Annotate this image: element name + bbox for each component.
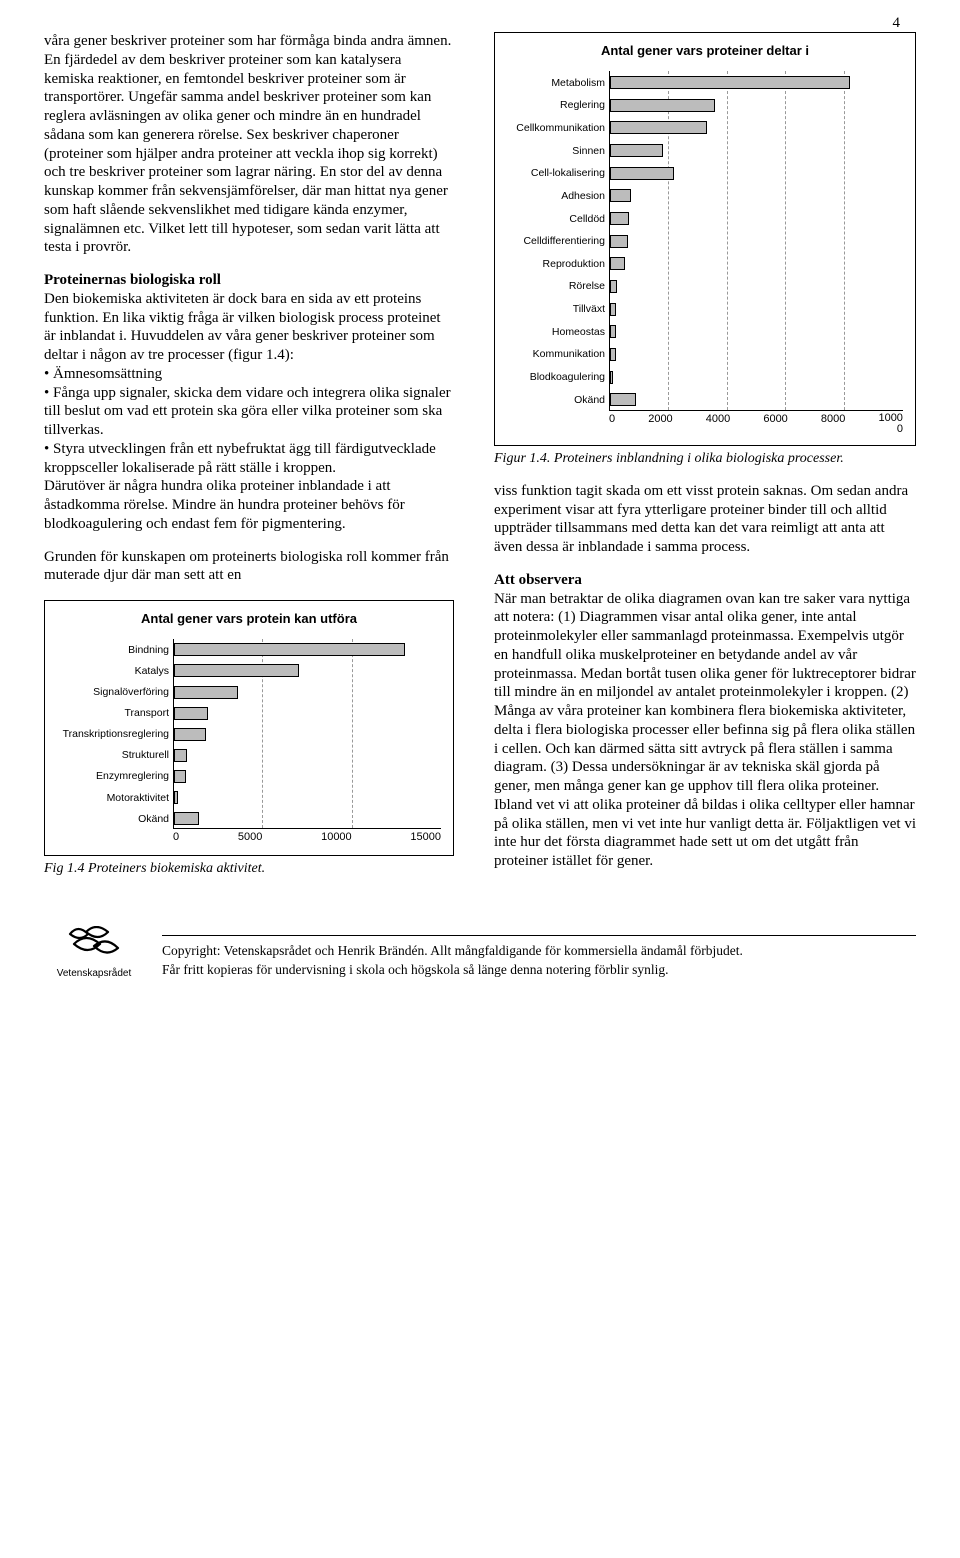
chart-biochem-activity: Antal gener vars protein kan utföra Bind…	[44, 600, 454, 856]
chart-bar	[610, 280, 617, 293]
body-paragraph: När man betraktar de olika diagramen ova…	[494, 590, 916, 871]
chart-category-label: Cell-lokalisering	[507, 163, 605, 183]
chart-category-label: Reproduktion	[507, 254, 605, 274]
chart-category-label: Metabolism	[507, 73, 605, 93]
chart-category-label: Sinnen	[507, 141, 605, 161]
chart-bar	[610, 303, 616, 316]
chart-category-label: Okänd	[507, 390, 605, 410]
bullet-item: Styra utvecklingen från ett nybefruktat …	[44, 440, 454, 478]
chart-category-label: Cellkommunikation	[507, 118, 605, 138]
chart-bar	[610, 76, 850, 89]
body-paragraph: Grunden för kunskapen om proteinerts bio…	[44, 548, 454, 586]
chart-bar	[610, 235, 628, 248]
chart-category-label: Katalys	[57, 661, 169, 681]
chart-category-label: Homeostas	[507, 322, 605, 342]
chart-bar	[610, 371, 613, 384]
chart-bar	[174, 728, 206, 741]
chart-category-label: Tillväxt	[507, 299, 605, 319]
chart-bar	[610, 144, 663, 157]
chart-category-label: Reglering	[507, 95, 605, 115]
chart-category-label: Celldifferentiering	[507, 231, 605, 251]
chart-bar	[174, 686, 238, 699]
chart-bar	[610, 167, 674, 180]
chart-tick-label: 8000	[821, 413, 845, 435]
chart-title: Antal gener vars proteiner deltar i	[507, 43, 903, 59]
chart-category-label: Blodkoagulering	[507, 367, 605, 387]
logo-label: Vetenskapsrådet	[57, 968, 132, 981]
chart-bar	[174, 749, 187, 762]
subhead: Att observera	[494, 572, 582, 588]
chart-tick-label: 5000	[238, 831, 262, 845]
chart-category-label: Rörelse	[507, 276, 605, 296]
chart-tick-label: 0	[173, 831, 179, 845]
chart-category-label: Transkriptionsreglering	[57, 724, 169, 744]
chart-tick-label: 15000	[410, 831, 441, 845]
figure-caption: Figur 1.4. Proteiners inblandning i olik…	[494, 450, 916, 468]
chart-category-label: Transport	[57, 703, 169, 723]
chart-tick-label: 0	[609, 413, 615, 435]
chart-category-label: Okänd	[57, 809, 169, 829]
chart-bar	[610, 121, 707, 134]
chart-tick-label: 10000	[321, 831, 352, 845]
body-paragraph: viss funktion tagit skada om ett visst p…	[494, 482, 916, 557]
chart-title: Antal gener vars protein kan utföra	[57, 611, 441, 627]
chart-bar	[610, 212, 629, 225]
chart-bar	[174, 770, 186, 783]
chart-bar	[610, 325, 616, 338]
chart-bar	[610, 257, 625, 270]
page-footer: Vetenskapsrådet Copyright: Vetenskapsråd…	[44, 918, 916, 981]
chart-category-label: Bindning	[57, 640, 169, 660]
chart-tick-label: 6000	[763, 413, 787, 435]
chart-bar	[174, 664, 299, 677]
logo-vetenskapsradet: Vetenskapsrådet	[44, 926, 144, 981]
chart-tick-label: 10000	[878, 413, 902, 435]
chart-category-label: Adhesion	[507, 186, 605, 206]
chart-category-label: Celldöd	[507, 209, 605, 229]
chart-tick-label: 2000	[648, 413, 672, 435]
chart-category-label: Signalöverföring	[57, 682, 169, 702]
figure-caption: Fig 1.4 Proteiners biokemiska aktivitet.	[44, 860, 454, 878]
chart-category-label: Strukturell	[57, 745, 169, 765]
page-number: 4	[893, 14, 901, 33]
chart-bar	[174, 643, 405, 656]
subhead: Proteinernas biologiska roll	[44, 272, 221, 288]
body-paragraph: våra gener beskriver proteiner som har f…	[44, 32, 454, 257]
chart-tick-label: 4000	[706, 413, 730, 435]
copyright-text: Copyright: Vetenskapsrådet och Henrik Br…	[162, 935, 916, 980]
chart-category-label: Motoraktivitet	[57, 788, 169, 808]
chart-bar	[610, 99, 715, 112]
chart-bar	[610, 393, 636, 406]
body-paragraph: Därutöver är några hundra olika proteine…	[44, 477, 454, 533]
chart-bar	[174, 812, 199, 825]
bullet-item: Fånga upp signaler, skicka dem vidare oc…	[44, 384, 454, 440]
chart-category-label: Kommunikation	[507, 344, 605, 364]
chart-bar	[174, 791, 178, 804]
chart-category-label: Enzymreglering	[57, 766, 169, 786]
chart-bar	[610, 189, 631, 202]
body-paragraph: Den biokemiska aktiviteten är dock bara …	[44, 290, 454, 365]
bullet-item: Ämnesomsättning	[44, 365, 454, 384]
chart-biological-process: Antal gener vars proteiner deltar i Meta…	[494, 32, 916, 446]
chart-bar	[610, 348, 616, 361]
chart-bar	[174, 707, 208, 720]
